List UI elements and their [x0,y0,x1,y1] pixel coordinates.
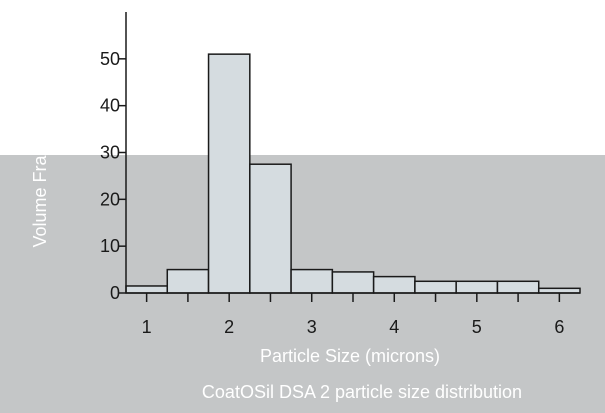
y-tick-label: 0 [110,283,120,303]
x-tick-label: 3 [307,317,317,337]
histogram-bar-0 [125,285,169,294]
x-axis-title: Particle Size (microns) [260,346,440,366]
x-ticks-group: 1 2 3 4 5 6 [142,293,564,337]
histogram-bar-8 [455,280,499,294]
axes-group [125,12,580,294]
y-tick-label: 30 [100,143,120,163]
histogram-bar-4 [290,268,334,294]
histogram-bar-5 [331,271,375,294]
histogram-bar-1 [166,268,210,294]
x-tick-label: 2 [224,317,234,337]
y-tick-label: 20 [100,189,120,209]
y-tick-label: 40 [100,96,120,116]
y-ticks-group: 0 10 20 30 40 50 [100,49,126,303]
y-tick-label: 10 [100,236,120,256]
bars-group [125,53,581,294]
histogram-bar-2 [207,53,251,294]
y-axis-title: Volume Fraction (%) [30,84,50,247]
chart-caption: CoatOSil DSA 2 particle size distributio… [202,382,522,402]
y-tick-label: 50 [100,49,120,69]
x-tick-label: 5 [472,317,482,337]
histogram-bar-7 [414,280,457,294]
x-tick-label: 1 [142,317,152,337]
histogram-bar-3 [249,163,292,294]
histogram-bar-9 [496,280,540,294]
x-tick-label: 4 [389,317,399,337]
histogram-bar-6 [372,275,416,294]
x-tick-label: 6 [554,317,564,337]
